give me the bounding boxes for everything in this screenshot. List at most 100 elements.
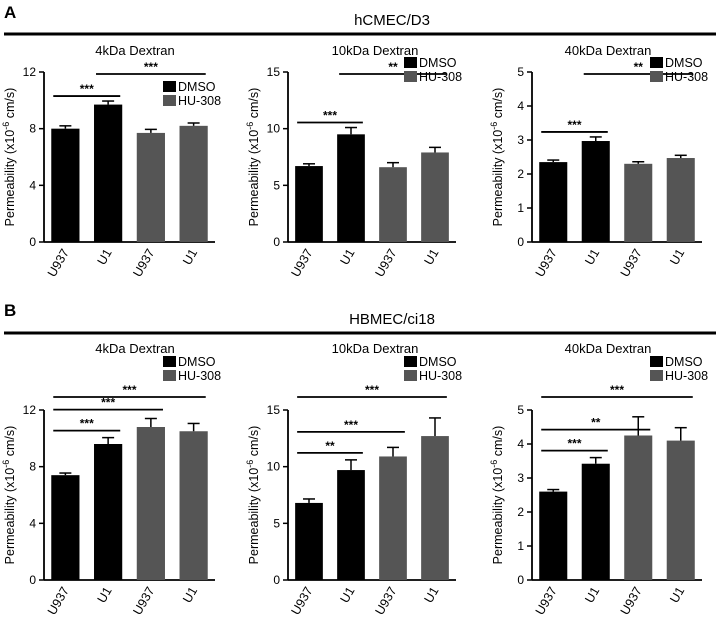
y-axis-label-base: Permeability (x10 bbox=[247, 468, 261, 565]
bar-u937-hu-308 bbox=[624, 435, 653, 580]
panel-b-title: HBMEC/ci18 bbox=[349, 311, 435, 328]
y-axis-label-tail: cm/s) bbox=[247, 88, 261, 122]
y-tick-label: 5 bbox=[273, 516, 280, 530]
y-axis-label-tail: cm/s) bbox=[3, 426, 17, 460]
bar-u937-dmso bbox=[51, 475, 80, 580]
y-tick-label: 0 bbox=[29, 235, 36, 249]
y-tick-label: 5 bbox=[517, 65, 524, 79]
legend-swatch-dmso bbox=[163, 356, 176, 367]
y-axis-label-base: Permeability (x10 bbox=[491, 468, 505, 565]
chart-a3-subtitle: 40kDa Dextran bbox=[565, 43, 652, 58]
legend-swatch-hu-308 bbox=[404, 71, 417, 82]
bar-u937-dmso bbox=[295, 502, 323, 580]
x-tick-label: U1 bbox=[180, 246, 200, 267]
bar-u1-hu-308 bbox=[421, 152, 449, 242]
x-tick-label: U937 bbox=[373, 246, 400, 279]
y-tick-label: 15 bbox=[267, 65, 281, 79]
y-axis-label-exponent: -6 bbox=[1, 460, 11, 468]
significance-label: ** bbox=[591, 416, 601, 430]
bar-u937-hu-308 bbox=[136, 132, 165, 242]
bar-u937-hu-308 bbox=[379, 456, 407, 580]
bar-u1-dmso bbox=[337, 470, 365, 580]
y-tick-label: 10 bbox=[267, 460, 281, 474]
y-axis-label: Permeability (x10-6 cm/s) bbox=[245, 88, 261, 227]
x-tick-label: U937 bbox=[45, 246, 72, 279]
y-axis-label-exponent: -6 bbox=[489, 122, 499, 130]
y-tick-label: 15 bbox=[267, 403, 281, 417]
bar-u1-dmso bbox=[94, 444, 123, 580]
x-tick-label: U937 bbox=[130, 584, 157, 617]
x-tick-label: U937 bbox=[45, 584, 72, 617]
bar-u937-dmso bbox=[539, 491, 568, 580]
y-tick-label: 4 bbox=[29, 178, 36, 192]
x-tick-label: U1 bbox=[337, 584, 357, 605]
legend-swatch-dmso bbox=[650, 57, 663, 68]
bar-u937-hu-308 bbox=[624, 163, 653, 242]
bar-u1-hu-308 bbox=[666, 158, 695, 242]
x-tick-label: U937 bbox=[289, 584, 316, 617]
panel-a-letter: A bbox=[4, 3, 16, 22]
chart-a-3: 0 1 2 3 4 5 Permeability (x10-6 cm/s) U937 U1 U93… bbox=[489, 56, 708, 279]
chart-a-2: 0 5 10 15 Permeability (x10-6 cm/s) U937 U1 U93… bbox=[245, 56, 462, 279]
y-tick-label: 2 bbox=[517, 167, 524, 181]
legend-swatch-hu-308 bbox=[650, 370, 663, 381]
significance-label: *** bbox=[365, 383, 379, 397]
x-tick-label: U937 bbox=[533, 584, 560, 617]
chart-b-2: 0 5 10 15 Permeability (x10-6 cm/s) U937 U1 U93… bbox=[245, 355, 462, 617]
y-tick-label: 3 bbox=[517, 471, 524, 485]
chart-a-1: 0 4 8 12 Permeability (x10-6 cm/s) U937 U1 U937… bbox=[1, 60, 221, 279]
y-tick-label: 3 bbox=[517, 133, 524, 147]
x-tick-label: U1 bbox=[667, 584, 687, 605]
chart-b-1: 0 4 8 12 Permeability (x10-6 cm/s) U937 U1 U937… bbox=[1, 355, 221, 617]
chart-a2-subtitle: 10kDa Dextran bbox=[332, 43, 419, 58]
y-axis-label-exponent: -6 bbox=[489, 460, 499, 468]
significance-label: *** bbox=[344, 418, 358, 432]
bar-u1-dmso bbox=[581, 463, 610, 580]
y-axis-label-base: Permeability (x10 bbox=[247, 130, 261, 227]
legend-swatch-dmso bbox=[404, 57, 417, 68]
panel-b-letter: B bbox=[4, 301, 16, 320]
y-tick-label: 8 bbox=[29, 122, 36, 136]
y-tick-label: 0 bbox=[517, 235, 524, 249]
bar-u937-hu-308 bbox=[379, 167, 407, 242]
x-tick-label: U937 bbox=[289, 246, 316, 279]
legend-label-hu-308: HU-308 bbox=[178, 369, 221, 383]
significance-label: *** bbox=[567, 437, 581, 451]
y-axis-label-base: Permeability (x10 bbox=[3, 130, 17, 227]
chart-b2-subtitle: 10kDa Dextran bbox=[332, 341, 419, 356]
legend-label-hu-308: HU-308 bbox=[665, 70, 708, 84]
legend-label-hu-308: HU-308 bbox=[419, 369, 462, 383]
significance-label: *** bbox=[80, 82, 94, 96]
legend-swatch-hu-308 bbox=[163, 95, 176, 106]
legend-label-dmso: DMSO bbox=[419, 56, 457, 70]
x-tick-label: U1 bbox=[337, 246, 357, 267]
y-tick-label: 0 bbox=[273, 235, 280, 249]
chart-b-3: 0 1 2 3 4 5 Permeability (x10-6 cm/s) U937 U1 U93… bbox=[489, 355, 708, 617]
legend-label-dmso: DMSO bbox=[665, 355, 703, 369]
significance-label: *** bbox=[610, 383, 624, 397]
y-tick-label: 10 bbox=[267, 122, 281, 136]
x-tick-label: U937 bbox=[130, 246, 157, 279]
y-tick-label: 1 bbox=[517, 539, 524, 553]
x-tick-label: U937 bbox=[618, 246, 645, 279]
bar-u937-hu-308 bbox=[136, 427, 165, 580]
legend-swatch-hu-308 bbox=[650, 71, 663, 82]
legend-label-hu-308: HU-308 bbox=[178, 94, 221, 108]
y-tick-label: 0 bbox=[29, 573, 36, 587]
legend-label-dmso: DMSO bbox=[419, 355, 457, 369]
x-tick-label: U1 bbox=[667, 246, 687, 267]
y-tick-label: 5 bbox=[517, 403, 524, 417]
legend-swatch-dmso bbox=[650, 356, 663, 367]
y-tick-label: 0 bbox=[273, 573, 280, 587]
significance-label: *** bbox=[122, 383, 136, 397]
y-axis-label: Permeability (x10-6 cm/s) bbox=[1, 88, 17, 227]
x-tick-label: U1 bbox=[95, 584, 115, 605]
chart-b1-subtitle: 4kDa Dextran bbox=[95, 341, 174, 356]
legend-swatch-dmso bbox=[404, 356, 417, 367]
legend-label-dmso: DMSO bbox=[665, 56, 703, 70]
y-tick-label: 2 bbox=[517, 505, 524, 519]
bar-u937-dmso bbox=[51, 128, 80, 242]
y-axis-label-tail: cm/s) bbox=[247, 426, 261, 460]
legend-label-dmso: DMSO bbox=[178, 80, 216, 94]
